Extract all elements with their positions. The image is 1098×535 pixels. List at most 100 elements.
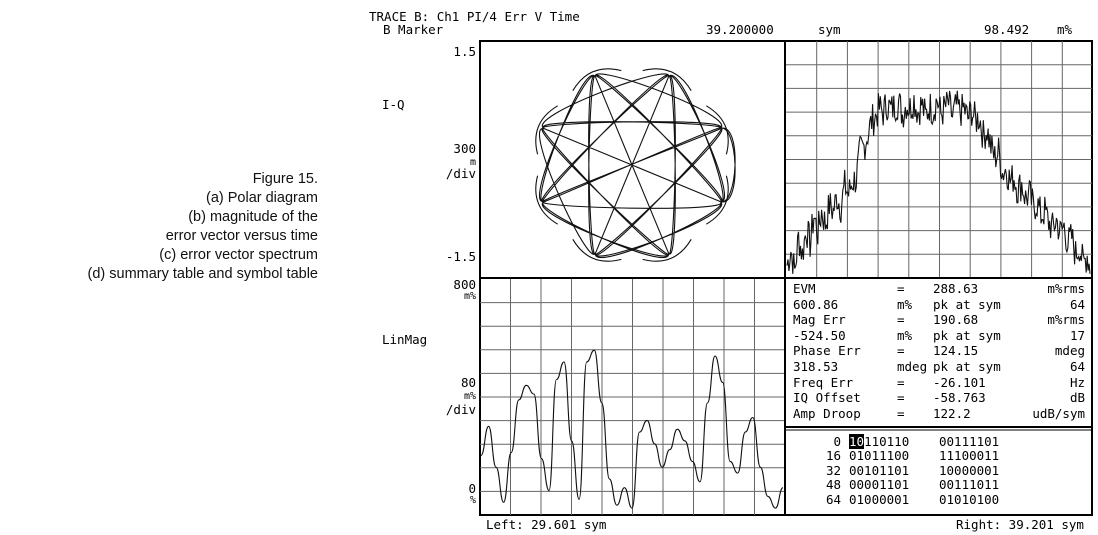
- spectrum-y-bottom-unit: %: [469, 495, 476, 506]
- summary-value: -26.101: [933, 374, 986, 390]
- summary-eq: =: [897, 281, 905, 296]
- polar-lobe: [572, 239, 622, 262]
- summary-eq: mdeg: [897, 359, 928, 374]
- polar-lobe: [535, 175, 558, 225]
- polar-diagram: [535, 68, 736, 262]
- symbol-bits: 01000001: [849, 491, 910, 507]
- marker-value: 39.200000: [706, 22, 774, 37]
- symbol-group-1: 00101101: [849, 464, 909, 477]
- polar-scale-value: 300: [453, 141, 476, 156]
- summary-row: Mag Err = 190.68 m%rms: [793, 313, 1085, 327]
- marker-unit: sym: [818, 22, 841, 37]
- summary-eq: =: [897, 390, 905, 406]
- marker-reading-unit: m%: [1057, 22, 1073, 37]
- polar-lobe: [535, 105, 558, 155]
- polar-scale-unit: m: [469, 157, 476, 168]
- symbol-group-1: 10110110: [849, 434, 910, 449]
- left-marker-label: Left: 29.601 sym: [486, 517, 607, 532]
- summary-row: 600.86 m% pk at sym 64: [793, 296, 1085, 312]
- summary-name: EVM: [793, 281, 816, 296]
- symbol-group-1: 01011100: [849, 449, 909, 462]
- error-spectrum-trace: [480, 349, 784, 509]
- marker-reading: 98.492: [984, 22, 1030, 37]
- caption-line: error vector versus time: [165, 228, 318, 244]
- summary-row: Freq Err = -26.101 Hz: [793, 374, 1085, 390]
- summary-row: -524.50 m% pk at sym 17: [793, 329, 1085, 343]
- summary-name: Phase Err: [793, 343, 861, 359]
- symbol-group-2: 01010100: [939, 491, 1000, 507]
- summary-name: 318.53: [793, 359, 839, 374]
- summary-row: EVM = 288.63 m%rms: [793, 282, 1085, 296]
- summary-unit: 64: [1069, 359, 1085, 374]
- symbol-bits: 01011100: [849, 448, 910, 464]
- polar-lobe: [706, 175, 729, 225]
- summary-row: 318.53 mdeg pk at sym 64: [793, 360, 1085, 374]
- symbol-index: 64: [825, 491, 841, 507]
- symbol-index: 48: [825, 477, 841, 493]
- polar-trajectory: [538, 73, 736, 259]
- summary-value: pk at sym: [933, 296, 1001, 312]
- caption-line: (c) error vector spectrum: [159, 247, 318, 263]
- spectrum-scale-div: /div: [445, 402, 476, 417]
- summary-value: 190.68: [933, 312, 979, 328]
- summary-value: -58.763: [933, 390, 986, 406]
- polar-lobe: [706, 105, 729, 155]
- summary-unit: Hz: [1069, 374, 1085, 390]
- error-vs-time-grid: [786, 41, 1092, 277]
- summary-name: Mag Err: [793, 312, 846, 328]
- caption-line: (d) summary table and symbol table: [87, 266, 319, 282]
- polar-lobe: [642, 68, 692, 91]
- summary-eq: =: [897, 405, 905, 421]
- summary-name: 600.86: [793, 296, 839, 312]
- symbol-index: 16: [825, 448, 841, 464]
- summary-table: EVM = 288.63 m%rms 600.86 m% pk at sym 64 Mag Er…: [789, 282, 1089, 424]
- summary-unit: mdeg: [1054, 343, 1085, 359]
- caption-line: (b) magnitude of the: [188, 209, 318, 225]
- summary-row: Phase Err = 124.15 mdeg: [793, 344, 1085, 358]
- summary-name: Amp Droop: [793, 405, 861, 421]
- symbol-cursor: 10: [849, 434, 865, 449]
- symbol-group-2: 00111101: [939, 434, 1000, 449]
- spectrum-mode: LinMag: [382, 332, 428, 347]
- summary-row: IQ Offset = -58.763 dB: [793, 391, 1085, 405]
- symbol-table: 0 10110110 00111101 16 01011100 11100011 32 001…: [789, 434, 1089, 513]
- symbol-bits: 110110: [864, 434, 910, 449]
- spectrum-scale-unit: m%: [463, 391, 476, 402]
- spectrum-y-top-unit: m%: [463, 291, 476, 302]
- symbol-group-2: 10000001: [939, 462, 1000, 478]
- error-vs-time-trace: [786, 90, 1091, 274]
- symbol-bits: 00001101: [849, 477, 910, 493]
- right-marker-label: Right: 39.201 sym: [956, 517, 1084, 532]
- polar-mode: I-Q: [382, 97, 405, 112]
- summary-name: -524.50: [793, 327, 846, 343]
- summary-name: Freq Err: [793, 374, 854, 390]
- symbol-group-2: 00111011: [939, 477, 1000, 493]
- polar-scale-div: /div: [445, 166, 476, 181]
- polar-lobe: [572, 68, 622, 91]
- summary-value: 122.2: [933, 405, 971, 421]
- polar-lobe: [642, 239, 692, 262]
- summary-value: 124.15: [933, 343, 979, 359]
- summary-unit: 17: [1069, 327, 1085, 343]
- symbol-bits: 00101101: [849, 462, 910, 478]
- summary-eq: =: [897, 374, 905, 390]
- summary-value: pk at sym: [933, 359, 1001, 374]
- summary-unit: dB: [1069, 390, 1085, 406]
- summary-unit: udB/sym: [1032, 405, 1085, 421]
- spectrum-y-bottom: 0: [468, 481, 476, 496]
- figure-caption: Figure 15. (a) Polar diagram (b) magnitu…: [0, 170, 319, 284]
- symbol-index: 32: [825, 462, 841, 478]
- summary-eq: =: [897, 343, 905, 359]
- evm-time-line: [786, 90, 1091, 274]
- spectrum-grid: [480, 279, 784, 515]
- summary-row: Amp Droop = 122.2 udB/sym: [793, 407, 1085, 421]
- polar-y-top: 1.5: [453, 44, 476, 59]
- summary-eq: m%: [897, 296, 913, 312]
- summary-unit: m%rms: [1047, 312, 1085, 328]
- caption-line: (a) Polar diagram: [205, 190, 318, 206]
- polar-y-bottom: -1.5: [445, 249, 476, 264]
- symbol-group-2: 11100011: [939, 448, 1000, 464]
- spectrum-scale-value: 80: [460, 375, 476, 390]
- summary-value: 288.63: [933, 281, 979, 296]
